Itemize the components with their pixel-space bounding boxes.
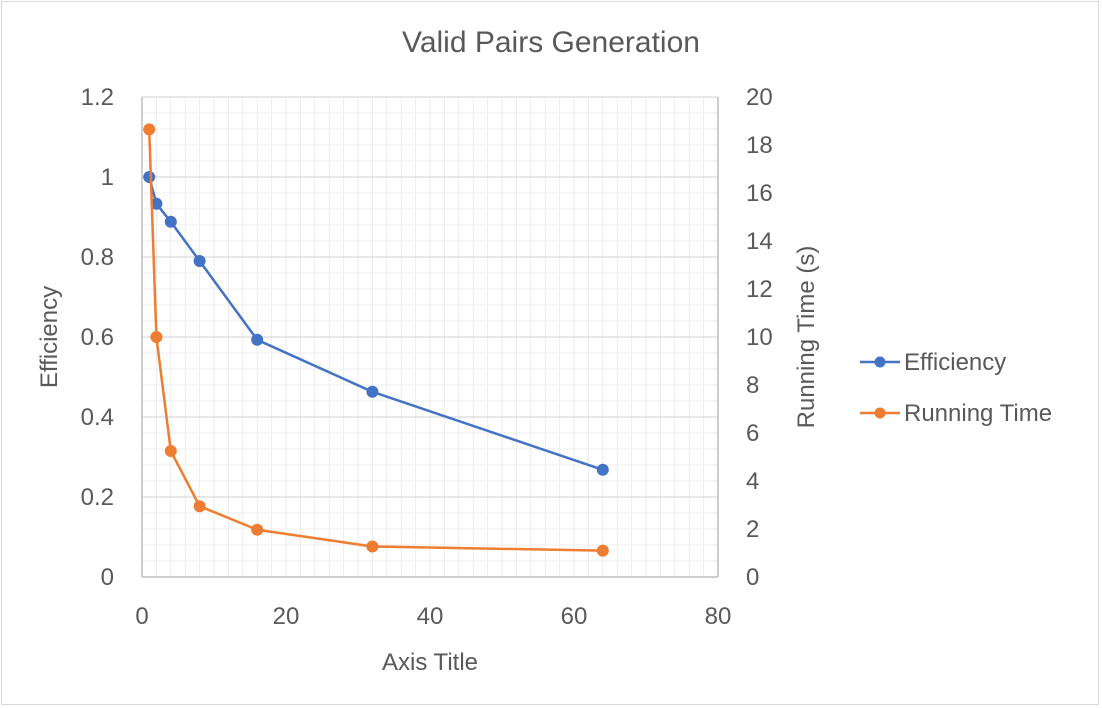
- x-tick-label: 0: [135, 603, 148, 630]
- efficiency-line: [147, 176, 604, 471]
- y2-tick-label: 18: [746, 132, 773, 159]
- major-gridlines: [142, 96, 718, 498]
- y2-tick-label: 10: [746, 324, 773, 351]
- series-layer: [143, 123, 609, 557]
- running-time-point: [193, 500, 206, 513]
- y2-axis-title: Running Time (s): [793, 246, 820, 429]
- y2-tick-label: 14: [746, 228, 773, 255]
- chart-title: Valid Pairs Generation: [402, 26, 700, 59]
- efficiency-point: [164, 215, 177, 228]
- y-tick-label: 0.6: [81, 324, 114, 351]
- efficiency-point: [251, 333, 264, 346]
- y-tick-label: 1.2: [81, 84, 114, 111]
- running-time-point: [150, 331, 163, 343]
- efficiency-point: [143, 171, 156, 183]
- efficiency-point: [596, 463, 609, 476]
- running-time-point: [366, 540, 379, 553]
- legend-running-time-marker: [874, 407, 886, 419]
- axes: [141, 97, 719, 578]
- y2-tick-label: 8: [746, 372, 759, 399]
- y2-axis-ticks: 0 2 4 6 8 10 12 14 16 18 20: [746, 84, 773, 591]
- y2-tick-label: 2: [746, 516, 759, 543]
- x-axis-title: Axis Title: [382, 649, 478, 676]
- legend-efficiency-marker: [874, 356, 886, 368]
- running-time-point: [251, 523, 264, 536]
- x-axis-ticks: 0 20 40 60 80: [135, 603, 731, 630]
- y-tick-label: 0.2: [81, 484, 114, 511]
- legend-efficiency-label: Efficiency: [904, 349, 1006, 376]
- x-tick-label: 80: [705, 603, 732, 630]
- y2-tick-label: 4: [746, 468, 759, 495]
- x-tick-label: 40: [417, 603, 444, 630]
- efficiency-point: [366, 385, 379, 398]
- y-axis-title: Efficiency: [36, 286, 63, 388]
- x-tick-label: 20: [273, 603, 300, 630]
- y-tick-label: 0.8: [81, 244, 114, 271]
- y2-tick-label: 6: [746, 420, 759, 447]
- y2-tick-label: 20: [746, 84, 773, 111]
- running-time-point: [596, 544, 609, 557]
- x-tick-label: 60: [561, 603, 588, 630]
- y-tick-label: 1: [101, 164, 114, 191]
- running-time-point: [143, 123, 156, 136]
- legend: Efficiency Running Time: [860, 349, 1052, 427]
- y2-tick-label: 12: [746, 276, 773, 303]
- y-tick-label: 0: [101, 564, 114, 591]
- efficiency-point: [193, 255, 206, 267]
- y2-tick-label: 16: [746, 180, 773, 207]
- running-time-point: [164, 445, 177, 457]
- y2-tick-label: 0: [746, 564, 759, 591]
- y-axis-ticks: 0 0.2 0.4 0.6 0.8 1 1.2: [81, 84, 114, 591]
- y-tick-label: 0.4: [81, 404, 114, 431]
- legend-running-time-label: Running Time: [904, 400, 1052, 427]
